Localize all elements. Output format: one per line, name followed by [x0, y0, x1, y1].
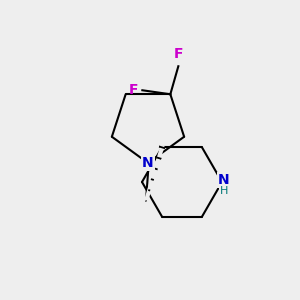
Text: F: F [129, 83, 138, 97]
Text: N: N [142, 156, 154, 170]
Text: N: N [218, 173, 230, 187]
Text: F: F [174, 47, 183, 61]
Text: H: H [220, 186, 228, 196]
